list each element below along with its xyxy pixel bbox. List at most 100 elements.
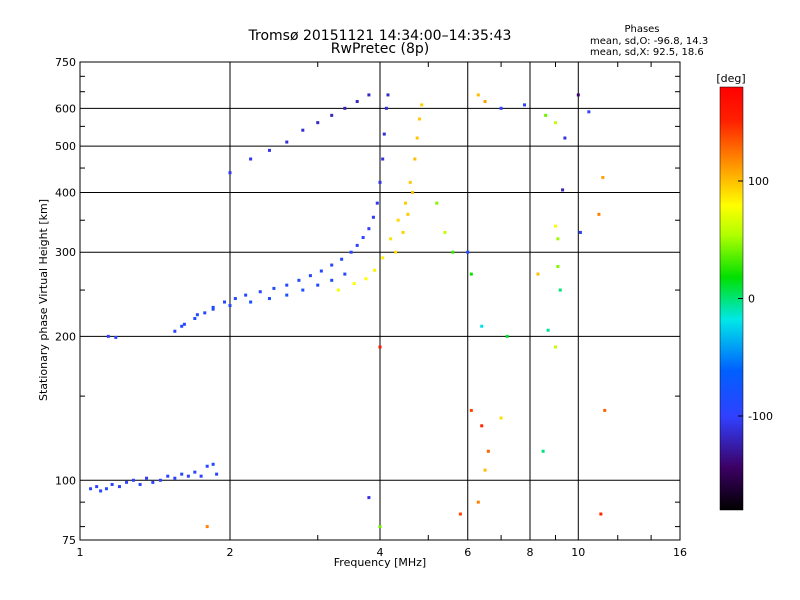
data-point [476, 500, 480, 504]
data-point [413, 157, 417, 161]
data-point [180, 472, 184, 476]
data-point [553, 224, 557, 228]
data-point [556, 237, 560, 241]
data-point [211, 305, 215, 309]
data-point [499, 416, 503, 420]
data-point [267, 148, 271, 152]
data-point [420, 103, 424, 107]
plot-frame [79, 61, 681, 541]
data-point [401, 230, 405, 234]
data-point [361, 236, 365, 240]
data-point [576, 93, 580, 97]
data-point [389, 237, 393, 241]
data-point [249, 157, 253, 161]
data-point [330, 113, 334, 117]
y-tick-label: 400 [55, 186, 76, 199]
y-tick-label: 750 [55, 56, 76, 69]
data-point [382, 132, 386, 136]
data-point [104, 487, 108, 491]
data-point [406, 212, 410, 216]
data-point [505, 334, 509, 338]
data-point [544, 113, 548, 117]
data-point [340, 257, 344, 261]
data-point [330, 278, 334, 282]
data-point [386, 93, 390, 97]
data-point [381, 157, 385, 161]
data-point [443, 230, 447, 234]
x-tick-label: 10 [571, 546, 585, 559]
data-point [371, 215, 375, 219]
data-point [483, 100, 487, 104]
data-point [125, 480, 129, 484]
data-point [553, 121, 557, 125]
data-point [186, 474, 190, 478]
data-point [483, 468, 487, 472]
data-point [378, 345, 382, 349]
data-point [117, 485, 121, 489]
data-point [166, 474, 170, 478]
data-point [466, 250, 470, 254]
data-point [316, 121, 320, 125]
data-point [367, 496, 371, 500]
x-tick-label: 4 [377, 546, 384, 559]
data-point [458, 512, 462, 516]
data-point [211, 307, 215, 311]
x-tick-label: 6 [464, 546, 471, 559]
data-point [367, 227, 371, 231]
data-point [205, 464, 209, 468]
data-point [523, 103, 527, 107]
data-point [378, 180, 382, 184]
data-point [599, 512, 603, 516]
data-point [408, 180, 412, 184]
data-point [480, 424, 484, 428]
data-point [355, 243, 359, 247]
data-point [211, 462, 215, 466]
data-point [546, 328, 550, 332]
data-point [145, 476, 149, 480]
data-point [203, 311, 207, 315]
data-point [319, 269, 323, 273]
data-point [556, 265, 560, 269]
data-point [378, 525, 382, 529]
y-tick-label: 500 [55, 140, 76, 153]
data-point [199, 474, 203, 478]
data-point [193, 316, 197, 320]
y-tick-label: 75 [62, 534, 76, 547]
data-point [411, 190, 415, 194]
data-point [349, 250, 353, 254]
x-tick-label: 8 [527, 546, 534, 559]
data-point [469, 408, 473, 412]
data-point [301, 288, 305, 292]
data-point [435, 201, 439, 205]
data-point [228, 304, 232, 308]
data-point [597, 212, 601, 216]
data-point [297, 278, 301, 282]
data-point [486, 449, 490, 453]
data-point [285, 140, 289, 144]
data-point [99, 489, 103, 493]
data-point [355, 100, 359, 104]
data-point [89, 487, 93, 491]
data-point [158, 478, 162, 482]
data-point [110, 482, 114, 486]
data-point [272, 286, 276, 290]
data-point [499, 106, 503, 110]
data-point [536, 272, 540, 276]
y-axis-label: Stationary phase Virtual Height [km] [37, 199, 50, 401]
data-point [228, 171, 232, 175]
data-point [173, 476, 177, 480]
data-point [451, 250, 455, 254]
x-tick-label: 1 [77, 546, 84, 559]
data-point [215, 472, 219, 476]
data-point [151, 480, 155, 484]
axis-ticks: 1 2 4 6 8 10 16 75 100 200 300 400 500 600 750 [55, 56, 687, 559]
grid-lines [80, 62, 680, 540]
data-point [364, 277, 368, 281]
phase-stats-o-mode: mean, sd,O: -96.8, 14.3 [590, 36, 708, 47]
data-point [249, 300, 253, 304]
colorbar-tick-label: 0 [748, 293, 755, 306]
data-point [563, 136, 567, 140]
chart-title: Tromsø 20151121 14:34:00–14:35:43 [248, 28, 512, 44]
phase-stats-x-mode: mean, sd,X: 92.5, 18.6 [590, 47, 704, 58]
